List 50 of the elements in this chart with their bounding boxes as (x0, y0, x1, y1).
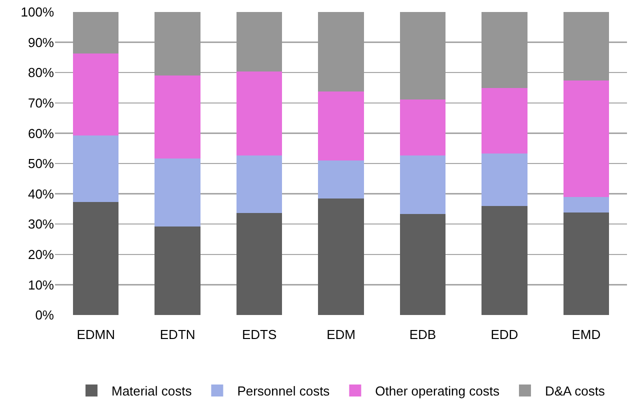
bar (236, 156, 282, 213)
y-tick-label: 70% (28, 95, 54, 110)
bar (563, 12, 610, 80)
y-tick-label: 90% (28, 34, 54, 50)
bar (563, 80, 610, 198)
bar (400, 100, 446, 156)
bar (236, 212, 282, 315)
bar (563, 197, 610, 213)
x-tick-label: EDD (490, 327, 518, 342)
y-tick-label: 60% (28, 126, 54, 141)
y-tick-label: 40% (28, 186, 54, 202)
bar (72, 202, 119, 315)
bar (72, 136, 119, 202)
bar (318, 160, 364, 198)
y-tick-label: 100% (20, 4, 54, 20)
x-tick-label: EDMN (76, 327, 115, 342)
y-tick-label: 10% (28, 277, 54, 292)
bar (154, 226, 200, 315)
y-tick-label: 20% (28, 246, 54, 262)
bar (236, 72, 282, 156)
legend-label: D&A costs (544, 384, 606, 399)
bar (318, 12, 364, 92)
y-tick-label: 80% (28, 65, 54, 80)
bar (482, 12, 528, 88)
bar (318, 91, 364, 160)
bar (400, 214, 446, 315)
bar (482, 206, 528, 315)
y-tick-label: 30% (28, 216, 54, 232)
bar (563, 212, 610, 315)
y-tick-label: 50% (28, 156, 54, 172)
bar (72, 54, 119, 136)
x-tick-label: EDM (326, 327, 356, 342)
bar (318, 198, 364, 315)
bar (482, 88, 528, 154)
bar (154, 75, 200, 159)
bar (400, 156, 446, 214)
x-tick-label: EDTN (160, 327, 196, 342)
bar (400, 12, 446, 100)
bar (72, 12, 119, 54)
legend-label: Personnel costs (237, 384, 330, 399)
x-tick-label: EMD (572, 327, 601, 342)
legend-label: Material costs (112, 384, 192, 399)
legend-label: Other operating costs (375, 384, 500, 399)
bar (236, 12, 282, 72)
bar (482, 154, 528, 206)
y-tick-label: 0% (35, 308, 54, 323)
bar (154, 158, 200, 227)
x-tick-label: EDTS (242, 327, 277, 342)
bar (154, 12, 200, 76)
x-tick-label: EDB (409, 327, 436, 342)
